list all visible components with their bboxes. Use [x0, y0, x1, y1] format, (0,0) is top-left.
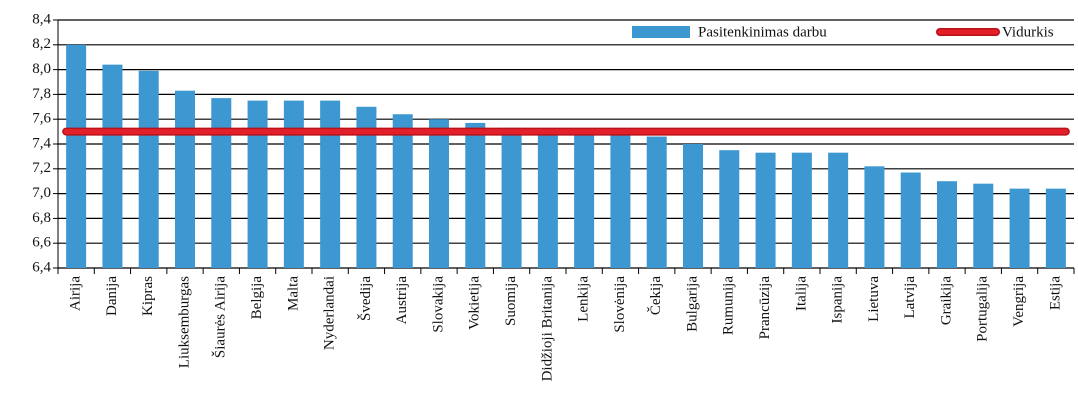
y-tick-label: 6,6	[32, 235, 51, 251]
x-tick-label: Vengrija	[1011, 276, 1027, 327]
x-tick-label: Italija	[793, 276, 809, 311]
x-tick-label: Bulgarija	[684, 276, 700, 332]
x-tick-label: Latvija	[902, 276, 918, 319]
x-tick-label: Prancūzija	[757, 276, 773, 340]
x-tick-label: Šiaurės Airija	[212, 276, 229, 358]
bar	[392, 114, 413, 269]
y-tick-label: 8,2	[32, 36, 51, 52]
bar	[247, 100, 268, 268]
x-tick-label: Belgija	[249, 276, 265, 320]
x-tick-label: Slovėnija	[612, 276, 628, 333]
y-tick-label: 8,0	[32, 61, 51, 77]
bar	[646, 136, 667, 268]
bar	[719, 150, 740, 268]
legend-swatch	[632, 26, 690, 38]
x-tick-label: Graikija	[938, 276, 954, 325]
bar	[1045, 188, 1066, 268]
x-tick-label: Ispanija	[830, 276, 846, 324]
bar	[683, 144, 703, 268]
y-tick-label: 8,4	[32, 11, 51, 27]
bar	[755, 152, 776, 268]
x-tick-label: Malta	[285, 276, 301, 311]
bar	[211, 98, 232, 269]
bar	[610, 131, 631, 268]
bar	[283, 100, 304, 268]
x-tick-label: Suomija	[503, 276, 519, 326]
x-tick-label: Danija	[104, 276, 120, 316]
bar	[102, 64, 123, 268]
legend-label: Vidurkis	[1002, 24, 1054, 40]
x-tick-label: Vokietija	[467, 276, 483, 330]
y-tick-label: 7,8	[32, 86, 51, 102]
y-tick-label: 6,4	[32, 259, 51, 275]
x-tick-label: Švedija	[357, 276, 374, 321]
bar	[1009, 188, 1030, 268]
bar	[574, 131, 595, 268]
y-tick-label: 6,8	[32, 210, 51, 226]
x-tick-label: Liuksemburgas	[176, 276, 192, 368]
bar	[973, 183, 994, 268]
x-tick-label: Austrija	[394, 276, 410, 325]
bar	[537, 130, 558, 268]
x-tick-label: Nyderlandai	[322, 276, 338, 350]
x-tick-label: Lenkija	[576, 276, 592, 322]
legend-box	[626, 22, 1072, 44]
bar	[175, 90, 195, 269]
bar	[828, 152, 849, 268]
x-tick-label: Portugalija	[975, 276, 991, 342]
x-tick-label: Estija	[1047, 276, 1063, 311]
x-tick-label: Airija	[68, 276, 84, 311]
x-tick-label: Slovakija	[430, 276, 446, 333]
bar	[937, 181, 957, 268]
x-tick-label: Lietuva	[866, 276, 882, 322]
bar	[66, 44, 87, 268]
legend-label: Pasitenkinimas darbu	[698, 24, 827, 40]
x-tick-label: Kipras	[140, 276, 156, 316]
bar	[138, 70, 159, 268]
bar	[864, 166, 885, 268]
bar	[356, 106, 377, 268]
bar	[791, 152, 812, 268]
bar	[501, 127, 522, 268]
y-tick-label: 7,6	[32, 111, 51, 127]
y-tick-label: 7,0	[32, 185, 51, 201]
y-tick-label: 7,2	[32, 160, 51, 176]
x-tick-label: Didžioji Britanija	[539, 276, 555, 382]
y-tick-label: 7,4	[32, 135, 51, 151]
bar	[429, 119, 449, 268]
x-tick-label: Čekija	[647, 276, 664, 315]
bar	[320, 100, 341, 268]
bar	[465, 122, 486, 268]
x-tick-label: Rumunija	[721, 276, 737, 336]
bar	[900, 172, 921, 268]
